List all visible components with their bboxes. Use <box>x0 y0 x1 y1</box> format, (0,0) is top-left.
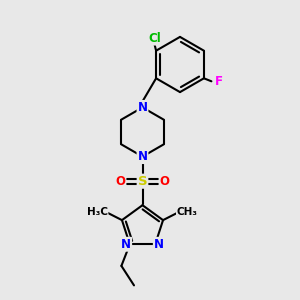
Text: F: F <box>215 75 223 88</box>
Text: S: S <box>138 175 147 188</box>
Text: CH₃: CH₃ <box>177 207 198 217</box>
Text: N: N <box>137 150 148 163</box>
Text: O: O <box>160 175 170 188</box>
Text: N: N <box>154 238 164 251</box>
Text: N: N <box>121 238 131 251</box>
Text: Cl: Cl <box>148 32 161 45</box>
Text: N: N <box>137 101 148 114</box>
Text: H₃C: H₃C <box>87 207 108 217</box>
Text: O: O <box>115 175 125 188</box>
